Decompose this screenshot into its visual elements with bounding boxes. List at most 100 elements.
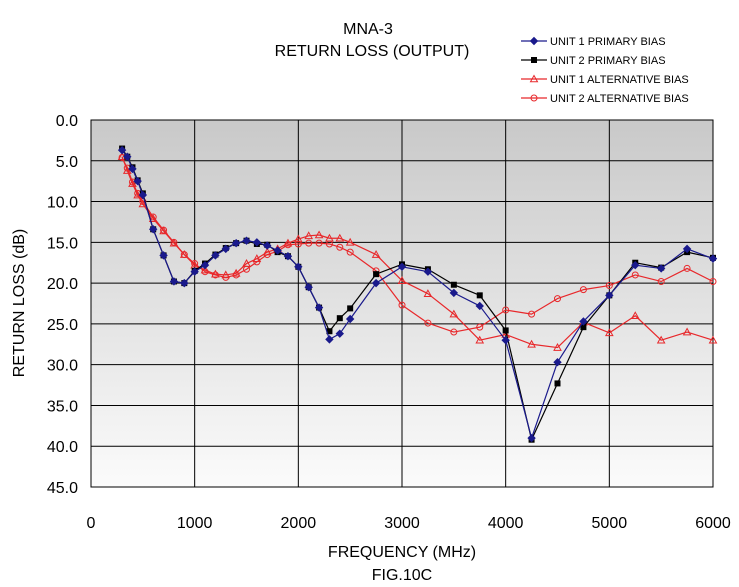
data-point	[345, 237, 355, 246]
x-axis-ticks: 0 1000 2000 3000 4000 5000 6000	[87, 515, 731, 532]
x-axis-label: FREQUENCY (MHz)	[328, 544, 476, 561]
data-point	[423, 267, 433, 276]
data-point	[373, 271, 380, 278]
data-point	[579, 286, 587, 294]
y-tick-label: 30.0	[47, 358, 78, 375]
legend-label: UNIT 1 ALTERNATIVE BIAS	[550, 74, 689, 86]
legend-label: UNIT 1 PRIMARY BIAS	[550, 36, 666, 48]
data-point	[304, 231, 314, 240]
data-point	[263, 241, 272, 250]
data-point	[148, 225, 158, 234]
data-point	[252, 254, 262, 262]
data-point	[475, 301, 484, 311]
data-point	[336, 315, 343, 322]
data-point	[398, 301, 406, 309]
data-point	[605, 291, 614, 300]
data-point	[554, 295, 561, 303]
legend-swatch-marker	[529, 74, 539, 83]
data-point	[211, 251, 220, 260]
data-point	[325, 335, 334, 344]
data-point	[708, 254, 718, 263]
data-point	[371, 278, 381, 288]
data-point	[262, 247, 272, 256]
series-1	[117, 145, 718, 443]
data-point	[169, 277, 179, 286]
data-point	[605, 282, 613, 290]
data-point	[283, 251, 293, 261]
data-point	[314, 303, 324, 312]
data-point	[397, 262, 407, 272]
data-point	[449, 288, 459, 298]
data-point	[475, 335, 485, 344]
y-tick-label: 45.0	[47, 480, 78, 497]
data-point	[138, 199, 148, 208]
data-point	[191, 260, 199, 268]
legend-item: UNIT 1 ALTERNATIVE BIAS	[521, 74, 689, 86]
data-point	[122, 166, 132, 174]
data-point	[631, 271, 639, 279]
legend-item: UNIT 1 PRIMARY BIAS	[521, 36, 666, 48]
data-point	[502, 327, 509, 334]
data-point	[294, 262, 303, 272]
data-point	[221, 244, 230, 254]
data-point	[553, 358, 562, 367]
data-point	[450, 281, 457, 288]
data-point	[397, 276, 407, 284]
y-tick-label: 40.0	[47, 439, 78, 456]
x-tick-label: 1000	[177, 515, 213, 532]
y-tick-label: 10.0	[47, 195, 78, 212]
data-point	[180, 278, 189, 288]
data-point	[200, 265, 210, 274]
data-point	[709, 277, 717, 285]
data-point	[335, 329, 345, 338]
data-point	[579, 317, 588, 326]
data-point	[554, 380, 561, 387]
data-point	[314, 230, 324, 239]
data-point	[138, 190, 148, 200]
data-point	[148, 214, 158, 222]
data-point	[190, 267, 199, 276]
data-point	[476, 292, 483, 299]
chart-subtitle: RETURN LOSS (OUTPUT)	[275, 43, 470, 60]
data-point	[159, 226, 168, 235]
x-tick-label: 3000	[384, 515, 420, 532]
data-point	[123, 152, 132, 161]
data-point	[273, 246, 282, 255]
legend-swatch-marker	[530, 94, 538, 102]
data-point	[346, 248, 354, 256]
x-tick-label: 4000	[488, 515, 524, 532]
y-tick-label: 20.0	[47, 276, 78, 293]
legend-item: UNIT 2 PRIMARY BIAS	[521, 55, 666, 67]
legend-label: UNIT 2 ALTERNATIVE BIAS	[550, 93, 689, 105]
data-point	[656, 264, 666, 273]
chart-title: MNA-3	[343, 21, 393, 38]
data-point	[476, 323, 484, 331]
data-point	[604, 328, 614, 337]
data-point	[159, 251, 168, 260]
data-point	[128, 164, 137, 174]
data-point	[294, 240, 302, 248]
data-point	[708, 335, 718, 344]
data-point	[252, 238, 262, 247]
x-tick-label: 6000	[695, 515, 731, 532]
data-point	[117, 145, 127, 155]
data-point	[449, 309, 459, 318]
data-point	[179, 250, 189, 258]
data-point	[231, 268, 241, 277]
data-point	[502, 306, 510, 314]
grid	[90, 119, 714, 488]
legend-item: UNIT 2 ALTERNATIVE BIAS	[521, 93, 689, 105]
y-tick-label: 15.0	[47, 235, 78, 252]
y-tick-label: 5.0	[56, 154, 78, 171]
data-point	[242, 259, 251, 267]
legend-swatch-marker	[529, 36, 539, 46]
data-point	[580, 324, 587, 331]
x-tick-label: 5000	[592, 515, 628, 532]
x-tick-label: 0	[87, 515, 96, 532]
data-point	[347, 305, 354, 312]
data-point	[221, 270, 231, 279]
data-point	[133, 176, 142, 186]
data-point	[315, 239, 323, 247]
data-point	[682, 327, 692, 336]
